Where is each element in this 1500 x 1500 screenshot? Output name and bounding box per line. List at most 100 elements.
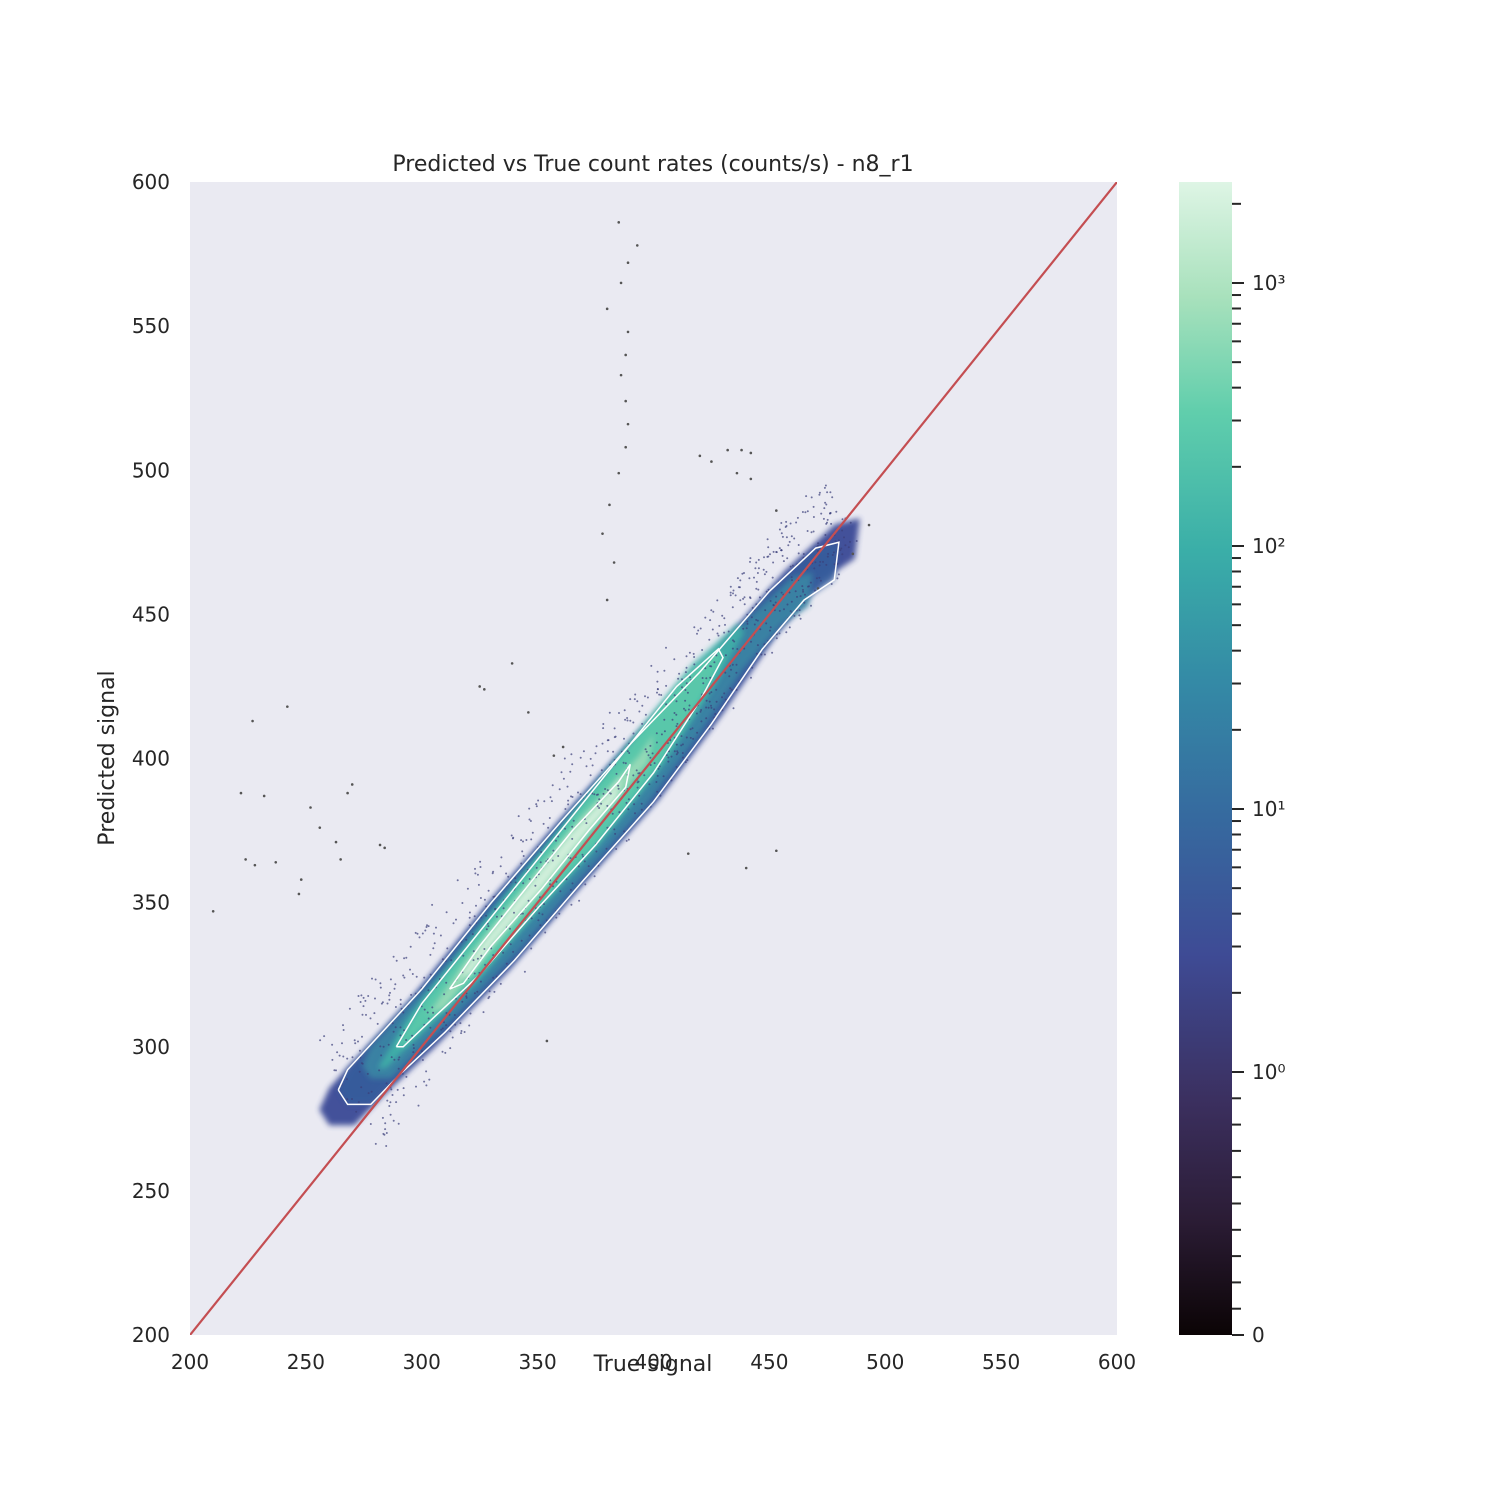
density-speckle [495, 975, 498, 978]
density-speckle [818, 576, 821, 579]
density-speckle [673, 658, 676, 661]
density-speckle [826, 491, 829, 494]
density-speckle [780, 591, 783, 594]
density-speckle [416, 932, 419, 935]
density-speckle [713, 661, 716, 664]
y-tick-label: 500 [132, 458, 170, 482]
density-speckle [693, 656, 696, 658]
density-speckle [711, 628, 714, 631]
density-speckle [570, 753, 573, 756]
density-speckle [830, 522, 833, 525]
density-speckle [647, 754, 650, 757]
density-speckle [625, 801, 628, 804]
density-speckle [640, 802, 643, 805]
density-speckle [721, 696, 723, 699]
density-speckle [417, 1104, 420, 1107]
density-speckle [514, 881, 517, 884]
density-speckle [746, 622, 749, 625]
density-speckle [473, 972, 476, 975]
density-speckle [491, 872, 494, 875]
density-speckle [686, 691, 689, 694]
density-speckle [716, 599, 719, 602]
density-speckle [401, 1072, 404, 1075]
density-speckle [732, 707, 735, 710]
density-speckle [717, 634, 720, 637]
density-speckle [331, 1043, 334, 1046]
density-speckle [541, 913, 544, 916]
density-speckle [412, 1047, 415, 1050]
density-speckle [421, 1059, 424, 1061]
density-speckle [443, 993, 446, 996]
density-speckle [763, 573, 766, 576]
density-speckle [778, 632, 781, 635]
y-tick-label: 300 [132, 1035, 170, 1059]
density-speckle [772, 604, 775, 606]
density-speckle [598, 798, 601, 801]
density-speckle [487, 925, 490, 928]
density-speckle [819, 560, 822, 563]
density-speckle [751, 666, 754, 669]
outlier-point [749, 451, 753, 455]
contour-outer [337, 541, 840, 1106]
density-speckle [385, 1132, 388, 1134]
density-speckle [409, 968, 411, 971]
density-speckle [335, 1069, 337, 1072]
density-speckle [695, 712, 698, 715]
density-speckle [473, 915, 476, 918]
density-speckle [389, 1113, 392, 1116]
density-speckle [415, 975, 418, 978]
density-speckle [632, 732, 635, 735]
outlier-point [483, 688, 486, 691]
density-speckle [756, 572, 759, 574]
density-speckle [767, 588, 770, 591]
density-speckle [468, 916, 471, 919]
density-speckle [812, 505, 815, 508]
density-speckle [735, 663, 738, 666]
density-speckle [670, 755, 673, 758]
density-speckle [426, 924, 428, 927]
density-speckle [391, 1094, 394, 1096]
density-speckle [376, 1022, 379, 1025]
density-speckle [585, 765, 588, 768]
density-speckle [653, 762, 656, 765]
density-speckle [520, 862, 523, 865]
density-speckle [600, 769, 603, 772]
density-speckle [843, 536, 845, 539]
density-speckle [505, 962, 508, 965]
density-speckle [389, 1101, 392, 1104]
density-speckle [570, 795, 572, 798]
outlier-point [635, 244, 639, 247]
density-speckle [395, 1101, 398, 1104]
density-speckle [791, 564, 794, 567]
density-speckle [665, 703, 668, 706]
x-tick-label: 500 [866, 1350, 904, 1374]
density-speckle [432, 1011, 435, 1014]
density-speckle [605, 847, 608, 850]
outlier-point [626, 422, 630, 426]
x-tick-label: 600 [1098, 1350, 1136, 1374]
density-speckle [465, 995, 468, 998]
density-speckle [427, 989, 430, 992]
colorbar-tick-label: 0 [1252, 1323, 1265, 1347]
density-speckle [797, 544, 800, 546]
density-speckle [632, 721, 635, 724]
density-speckle [569, 857, 572, 860]
y-tick-label: 450 [132, 602, 170, 626]
density-speckle [431, 1006, 434, 1009]
outlier-point [510, 662, 514, 665]
density-speckle [641, 704, 644, 707]
density-speckle [451, 1036, 454, 1039]
density-speckle [495, 915, 498, 918]
density-speckle [789, 522, 792, 525]
outlier-point [740, 448, 743, 452]
outlier-point [605, 598, 609, 602]
density-speckle [555, 839, 557, 842]
density-speckle [482, 1011, 485, 1014]
density-speckle [423, 1008, 426, 1011]
density-speckle [731, 606, 734, 609]
density-speckle [663, 718, 666, 721]
density-speckle [780, 522, 783, 524]
density-speckle [549, 796, 552, 799]
density-speckle [705, 677, 708, 680]
density-speckle [593, 793, 596, 796]
